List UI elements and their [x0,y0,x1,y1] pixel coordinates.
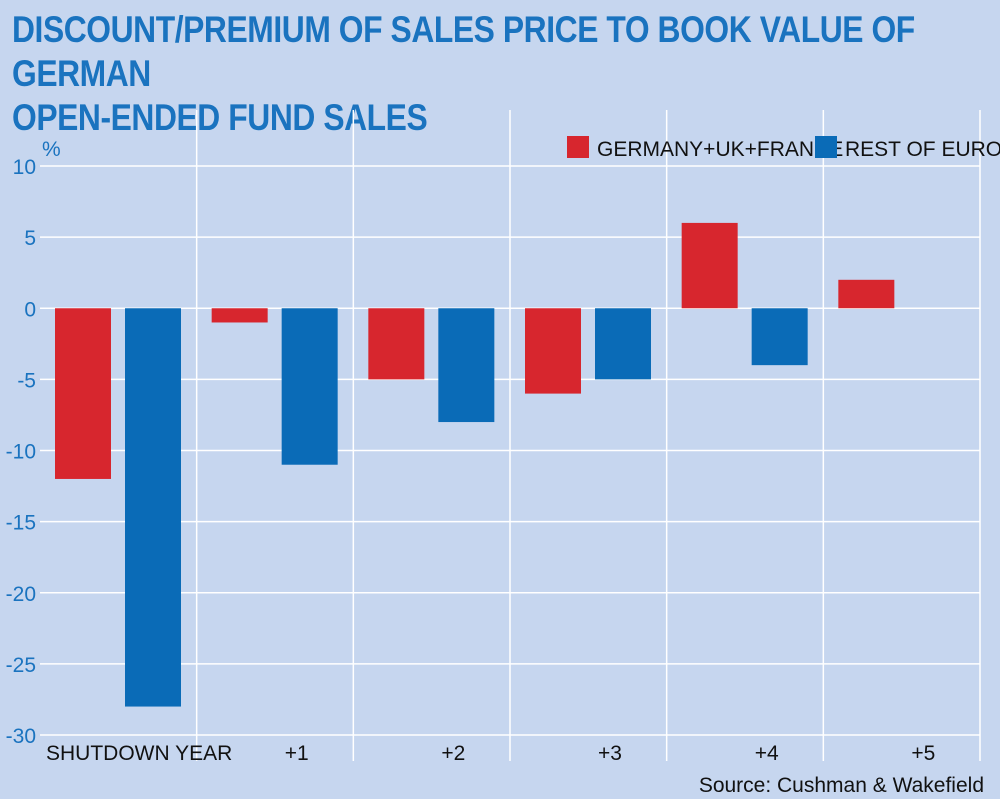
bar-germany-uk-france [838,279,895,309]
y-tick-label: 0 [24,298,36,321]
bar-germany-uk-france [55,308,111,479]
y-tick-label: 10 [13,156,36,179]
grid [40,110,981,761]
bar-germany-uk-france [525,308,581,394]
legend-swatch [567,136,589,158]
y-axis-ticks: 10 5 0 -5 -10 -15 -20 -25 -30 [6,156,36,748]
chart-title: DISCOUNT/PREMIUM OF SALES PRICE TO BOOK … [12,8,992,140]
bar-germany-uk-france [368,308,425,380]
source-note: Source: Cushman & Wakefield [699,774,984,797]
x-axis-ticks: SHUTDOWN YEAR +1 +2 +3 +4 +5 [46,742,935,765]
bar-rest-of-europe [125,308,181,707]
bar-rest-of-europe [438,308,495,423]
y-tick-label: -10 [6,441,36,464]
y-tick-label: -30 [6,725,36,748]
legend-swatch [815,136,837,158]
y-tick-label: 5 [24,227,36,250]
bar-germany-uk-france [211,308,268,323]
bar-rest-of-europe [595,308,651,380]
y-tick-label: -5 [17,369,36,392]
x-tick-label: SHUTDOWN YEAR [46,742,232,765]
x-tick-label: +1 [285,742,309,765]
x-tick-label: +3 [598,742,622,765]
bar-rest-of-europe [751,308,808,366]
bar-rest-of-europe [281,308,338,465]
chart-title-line-1: DISCOUNT/PREMIUM OF SALES PRICE TO BOOK … [12,9,915,94]
y-tick-label: -20 [6,583,36,606]
legend-label: REST OF EUROPE [845,138,1000,161]
bars [55,222,895,707]
y-axis-unit-label: % [42,138,61,161]
x-tick-label: +5 [911,742,935,765]
x-tick-label: +4 [755,742,779,765]
chart-title-line-2: OPEN-ENDED FUND SALES [12,97,428,138]
y-tick-label: -15 [6,512,36,535]
y-tick-label: -25 [6,654,36,677]
legend-label: GERMANY+UK+FRANCE [597,138,843,161]
bar-germany-uk-france [681,222,738,309]
x-tick-label: +2 [441,742,465,765]
